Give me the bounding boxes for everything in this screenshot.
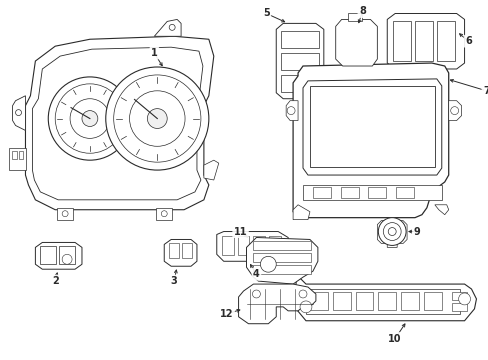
Polygon shape: [32, 47, 203, 200]
Bar: [378, 292, 395, 310]
Polygon shape: [335, 19, 377, 66]
Circle shape: [70, 99, 109, 138]
Bar: [347, 13, 362, 21]
Bar: [59, 246, 75, 264]
Bar: [355, 292, 373, 310]
Circle shape: [450, 107, 458, 114]
Bar: [367, 187, 386, 198]
Circle shape: [387, 228, 395, 235]
Text: 6: 6: [464, 36, 471, 46]
Text: 9: 9: [413, 226, 420, 237]
Bar: [340, 187, 358, 198]
Bar: [9, 148, 26, 170]
Polygon shape: [292, 205, 309, 220]
Bar: [253, 242, 310, 250]
Bar: [221, 235, 233, 255]
Bar: [281, 75, 318, 92]
Bar: [392, 21, 410, 61]
Bar: [169, 243, 179, 258]
Bar: [414, 21, 432, 61]
Polygon shape: [13, 96, 25, 130]
Circle shape: [458, 293, 469, 305]
Text: 7: 7: [482, 86, 488, 96]
Polygon shape: [35, 242, 82, 269]
Circle shape: [105, 67, 208, 170]
Bar: [281, 53, 318, 70]
Circle shape: [113, 75, 201, 162]
Text: 1: 1: [151, 48, 158, 58]
Text: 3: 3: [170, 276, 177, 286]
Polygon shape: [295, 269, 475, 321]
Circle shape: [378, 218, 405, 246]
Circle shape: [169, 24, 175, 30]
Bar: [19, 151, 23, 159]
Text: 12: 12: [220, 309, 233, 319]
Polygon shape: [285, 101, 298, 121]
Bar: [237, 235, 249, 255]
Polygon shape: [303, 79, 441, 175]
Circle shape: [300, 301, 311, 313]
Bar: [57, 208, 73, 220]
Polygon shape: [292, 63, 448, 218]
Bar: [309, 86, 434, 167]
Text: 2: 2: [52, 276, 59, 286]
Bar: [395, 187, 413, 198]
Bar: [332, 292, 350, 310]
Bar: [40, 246, 56, 264]
Text: 8: 8: [358, 6, 365, 17]
Bar: [305, 289, 459, 314]
Bar: [12, 151, 17, 159]
Polygon shape: [386, 13, 464, 69]
Polygon shape: [246, 238, 317, 284]
Bar: [182, 243, 192, 258]
Circle shape: [147, 109, 167, 129]
Circle shape: [286, 107, 294, 114]
Bar: [451, 292, 466, 300]
Polygon shape: [164, 239, 197, 266]
Circle shape: [16, 110, 21, 116]
Polygon shape: [448, 101, 461, 121]
Text: 5: 5: [263, 9, 269, 18]
Bar: [451, 303, 466, 311]
Bar: [253, 235, 265, 255]
Bar: [253, 265, 310, 274]
Bar: [269, 235, 281, 255]
Polygon shape: [377, 221, 406, 247]
Circle shape: [299, 290, 306, 298]
Polygon shape: [216, 231, 289, 261]
Circle shape: [62, 211, 68, 217]
Polygon shape: [203, 160, 218, 180]
Circle shape: [260, 256, 276, 272]
Text: 10: 10: [387, 334, 401, 343]
Polygon shape: [276, 23, 323, 99]
Bar: [156, 208, 172, 220]
Polygon shape: [434, 205, 448, 215]
Circle shape: [55, 84, 124, 153]
Circle shape: [82, 111, 98, 126]
Bar: [312, 187, 330, 198]
Bar: [253, 253, 310, 262]
Circle shape: [161, 211, 167, 217]
Bar: [309, 292, 327, 310]
Bar: [436, 21, 454, 61]
Circle shape: [252, 290, 260, 298]
Circle shape: [48, 77, 131, 160]
Text: 4: 4: [252, 269, 259, 279]
Text: 11: 11: [233, 226, 247, 237]
Bar: [423, 292, 441, 310]
Polygon shape: [238, 284, 315, 324]
Bar: [303, 185, 441, 200]
Polygon shape: [25, 36, 213, 210]
Bar: [400, 292, 418, 310]
Circle shape: [383, 222, 400, 240]
Polygon shape: [154, 19, 181, 36]
Circle shape: [62, 254, 72, 264]
Bar: [281, 31, 318, 48]
Circle shape: [129, 91, 184, 146]
